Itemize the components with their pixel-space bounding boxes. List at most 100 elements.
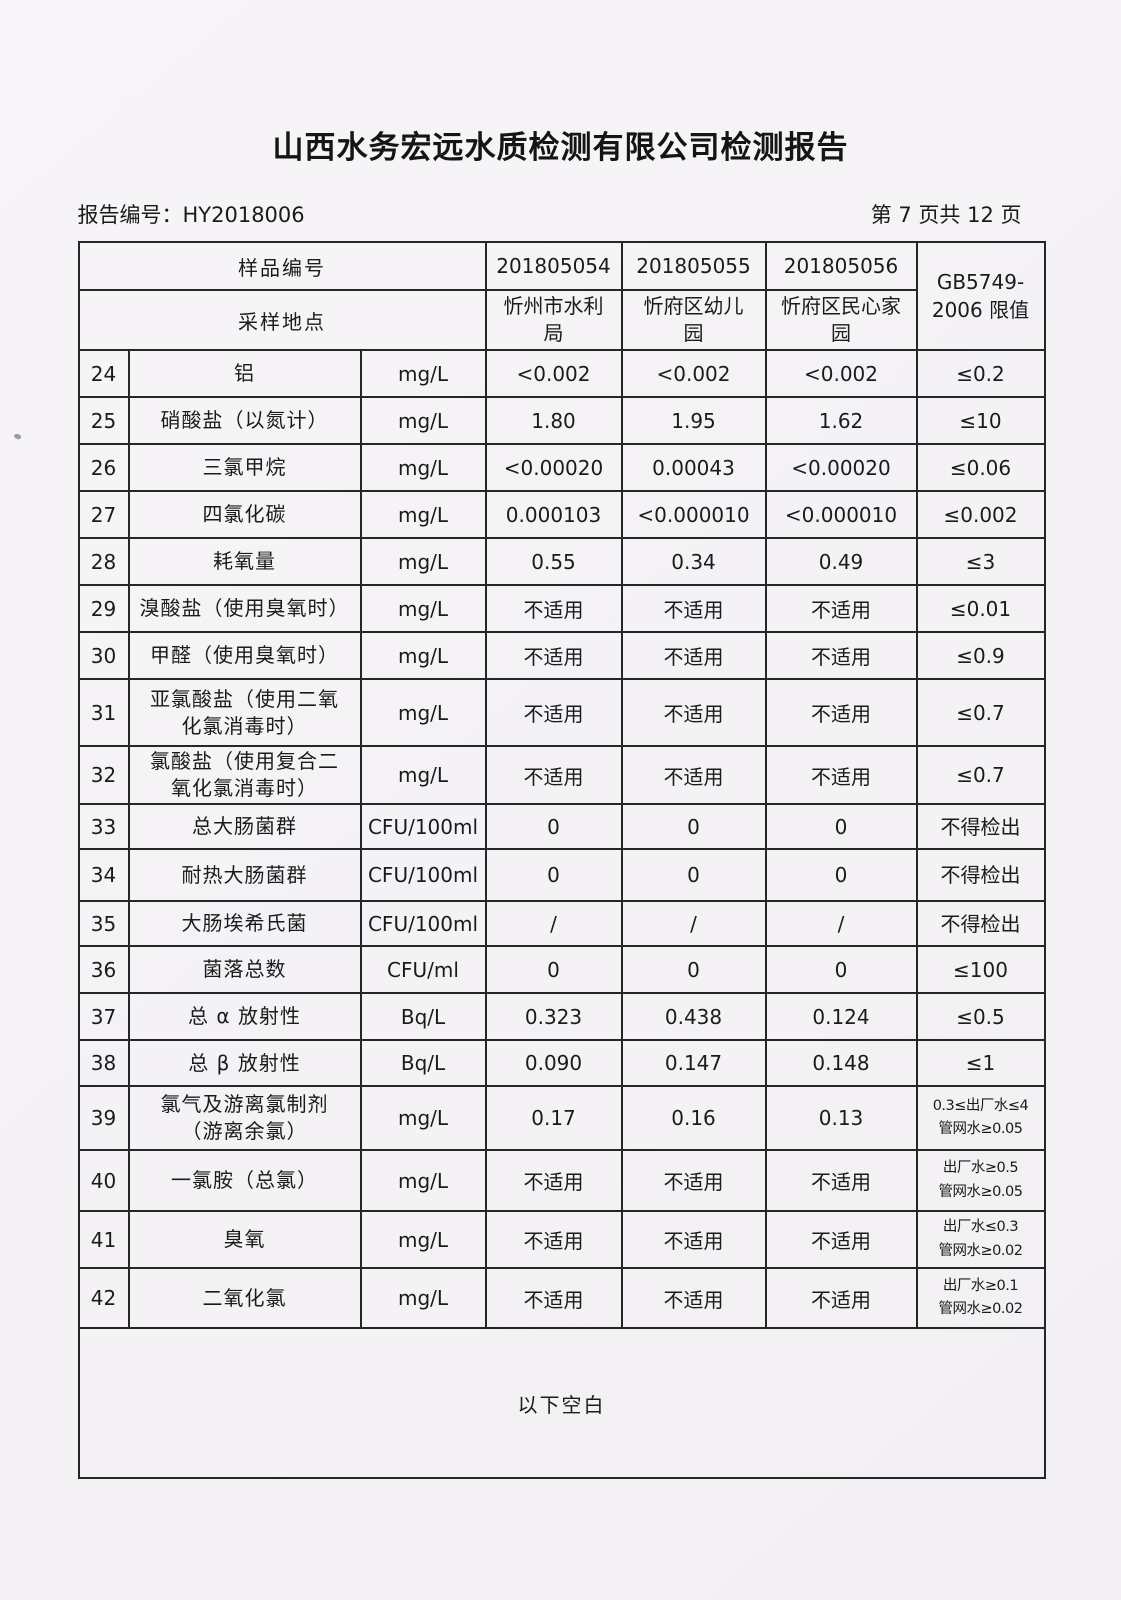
limit-cell: ≤0.002 [915, 490, 1046, 539]
row-number-cell: 34 [77, 848, 130, 902]
table-row: 采样地点 忻州市水利 局 忻府区幼儿 园 忻府区民心家 园 [77, 289, 1045, 351]
sample3-value-cell: 不适用 [764, 631, 918, 680]
sample3-value-cell: 0.49 [764, 537, 918, 586]
unit-cell: Bq/L [359, 1039, 487, 1087]
sample1-id-cell: 201805054 [484, 241, 623, 291]
row-number-cell: 27 [77, 490, 130, 539]
table-row: 38 总 β 放射性 Bq/L 0.090 0.147 0.148 ≤1 [77, 1039, 1046, 1087]
report-meta-row: 报告编号：HY2018006 第 7 页共 12 页 [78, 199, 1044, 229]
sample2-value-cell: 不适用 [620, 631, 767, 680]
table-row: 41 臭氧 mg/L 不适用 不适用 不适用 出厂水≤0.3 管网水≥0.02 [77, 1210, 1046, 1269]
sample1-value-cell: 1.80 [484, 396, 623, 445]
unit-cell: mg/L [359, 396, 487, 445]
sample2-value-cell: 不适用 [620, 678, 767, 747]
sample2-value-cell: 0.34 [620, 537, 767, 586]
parameter-name-cell: 耐热大肠菌群 [127, 848, 362, 902]
limit-standard-header-cell: GB5749- 2006 限值 [915, 241, 1046, 351]
results-table-body: 24 铝 mg/L <0.002 <0.002 <0.002 ≤0.2 25 硝酸盐（以氮计） m… [77, 349, 1046, 1329]
row-number-cell: 31 [77, 678, 130, 747]
sample1-value-cell: 0.55 [484, 537, 623, 586]
sample3-value-cell: 不适用 [764, 1210, 918, 1269]
limit-cell: ≤0.01 [915, 584, 1046, 633]
unit-cell: mg/L [359, 584, 487, 633]
parameter-name-cell: 四氯化碳 [127, 490, 362, 539]
row-number-cell: 36 [77, 945, 130, 994]
sample3-value-cell: 0.148 [764, 1039, 918, 1087]
table-row: 39 氯气及游离氯制剂 （游离余氯） mg/L 0.17 0.16 0.13 0.3≤出厂水… [77, 1085, 1046, 1151]
unit-cell: mg/L [359, 490, 487, 539]
row-number-cell: 25 [77, 396, 130, 445]
parameter-name-cell: 总 β 放射性 [127, 1039, 362, 1087]
report-title: 山西水务宏远水质检测有限公司检测报告 [272, 130, 849, 166]
sample1-value-cell: 不适用 [484, 631, 623, 680]
sample1-value-cell: 0.323 [484, 992, 623, 1041]
table-row: 32 氯酸盐（使用复合二 氧化氯消毒时） mg/L 不适用 不适用 不适用 ≤0.7 [77, 745, 1046, 805]
scan-artifact [13, 432, 22, 441]
sample3-value-cell: 0 [764, 848, 918, 902]
results-table: 样品编号 201805054 201805055 201805056 GB574… [77, 241, 1046, 1479]
parameter-name-cell: 氯气及游离氯制剂 （游离余氯） [127, 1085, 362, 1151]
table-row: 37 总 α 放射性 Bq/L 0.323 0.438 0.124 ≤0.5 [77, 992, 1046, 1041]
sample3-value-cell: <0.002 [764, 349, 918, 398]
sample3-value-cell: <0.000010 [764, 490, 918, 539]
limit-standard-line2: 2006 限值 [931, 297, 1030, 322]
unit-cell: mg/L [359, 1210, 487, 1269]
sample1-location-cell: 忻州市水利 局 [484, 289, 623, 351]
table-row: 31 亚氯酸盐（使用二氧 化氯消毒时） mg/L 不适用 不适用 不适用 ≤0.7 [77, 678, 1046, 747]
unit-cell: CFU/100ml [359, 848, 487, 902]
blank-below-note: 以下空白 [77, 1327, 1046, 1479]
row-number-cell: 41 [77, 1210, 130, 1269]
limit-cell: 出厂水≤0.3 管网水≥0.02 [915, 1210, 1046, 1269]
table-row: 24 铝 mg/L <0.002 <0.002 <0.002 ≤0.2 [77, 349, 1046, 398]
sample2-value-cell: 1.95 [620, 396, 767, 445]
table-row: 以下空白 [77, 1327, 1046, 1479]
row-number-cell: 38 [77, 1039, 130, 1087]
sample3-value-cell: 0.13 [764, 1085, 918, 1151]
table-row: 25 硝酸盐（以氮计） mg/L 1.80 1.95 1.62 ≤10 [77, 396, 1046, 445]
limit-cell: 出厂水≥0.1 管网水≥0.02 [915, 1267, 1046, 1329]
table-row: 34 耐热大肠菌群 CFU/100ml 0 0 0 不得检出 [77, 848, 1046, 902]
sample2-value-cell: 不适用 [620, 1210, 767, 1269]
report-content: 山西水务宏远水质检测有限公司检测报告 报告编号：HY2018006 第 7 页共… [77, 0, 1046, 1479]
sample3-value-cell: 0 [764, 803, 918, 850]
limit-cell: ≤0.2 [915, 349, 1046, 398]
parameter-name-cell: 耗氧量 [127, 537, 362, 586]
sample1-value-cell: 不适用 [484, 1149, 623, 1212]
row-number-cell: 42 [77, 1267, 130, 1329]
table-row: 30 甲醛（使用臭氧时） mg/L 不适用 不适用 不适用 ≤0.9 [77, 631, 1046, 680]
limit-cell: ≤10 [915, 396, 1046, 445]
sample3-value-cell: 不适用 [764, 1149, 918, 1212]
limit-cell: ≤0.7 [915, 678, 1046, 747]
unit-cell: mg/L [359, 443, 487, 492]
page-indicator: 第 7 页共 12 页 [870, 203, 1022, 227]
table-row: 33 总大肠菌群 CFU/100ml 0 0 0 不得检出 [77, 803, 1046, 850]
limit-cell: 不得检出 [915, 848, 1046, 902]
sample2-value-cell: 0 [620, 803, 767, 850]
unit-cell: mg/L [359, 537, 487, 586]
unit-cell: CFU/100ml [359, 900, 487, 947]
limit-cell: ≤3 [915, 537, 1046, 586]
unit-cell: mg/L [359, 1085, 487, 1151]
limit-cell: 不得检出 [915, 900, 1046, 947]
unit-cell: mg/L [359, 1149, 487, 1212]
sample1-value-cell: <0.002 [484, 349, 623, 398]
results-table-footer: 以下空白 [77, 1327, 1046, 1479]
sample1-value-cell: 0 [484, 803, 623, 850]
limit-cell: ≤0.7 [915, 745, 1046, 805]
limit-standard-line1: GB5749- [936, 269, 1025, 294]
sample3-value-cell: 0 [764, 945, 918, 994]
row-number-cell: 35 [77, 900, 130, 947]
sample2-value-cell: 不适用 [620, 1267, 767, 1329]
parameter-name-cell: 总大肠菌群 [127, 803, 362, 850]
unit-cell: mg/L [359, 745, 487, 805]
table-row: 42 二氧化氯 mg/L 不适用 不适用 不适用 出厂水≥0.1 管网水≥0.02 [77, 1267, 1046, 1329]
sample1-value-cell: 不适用 [484, 1267, 623, 1329]
sample3-value-cell: / [764, 900, 918, 947]
unit-cell: mg/L [359, 678, 487, 747]
parameter-name-cell: 铝 [127, 349, 362, 398]
sample1-value-cell: 不适用 [484, 1210, 623, 1269]
row-number-cell: 40 [77, 1149, 130, 1212]
row-number-cell: 32 [77, 745, 130, 805]
parameter-name-cell: 臭氧 [127, 1210, 362, 1269]
parameter-name-cell: 一氯胺（总氯） [127, 1149, 362, 1212]
